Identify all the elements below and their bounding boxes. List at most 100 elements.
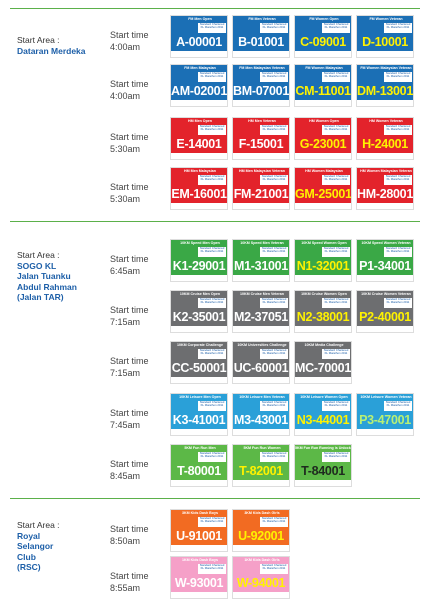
start-time: Start time 6:45am	[110, 253, 149, 277]
bib-sponsor: Standard Chartered KL Marathon 2011	[260, 298, 288, 308]
start-time: Start time 8:50am	[110, 523, 149, 547]
bib-sponsor: Standard Chartered KL Marathon 2011	[198, 349, 226, 359]
bib-number: P3-47001	[359, 413, 411, 427]
bib-sponsor: Standard Chartered KL Marathon 2011	[260, 564, 288, 574]
bib-category: HM Men Malaysian Veteran	[233, 168, 289, 174]
race-bib: FM Men Open Standard Chartered KL Maratho…	[170, 15, 228, 58]
bib-sponsor: Standard Chartered KL Marathon 2011	[260, 452, 288, 462]
bib-number: M2-37051	[234, 310, 288, 324]
start-time-label: Start time	[110, 182, 149, 192]
race-bib: 3KM Kids Dash Girls Standard Chartered KL…	[232, 509, 290, 552]
bib-category: 1KM Kids Dash Girls	[233, 557, 289, 563]
start-time-value: 4:00am	[110, 91, 141, 101]
bib-sponsor: Standard Chartered KL Marathon 2011	[198, 452, 226, 462]
bib-footer	[357, 153, 413, 159]
start-time-label: Start time	[110, 408, 149, 418]
bib-number: EM-16001	[171, 187, 227, 201]
bib-category: 10KM Cruise Men Open	[171, 291, 227, 297]
start-time-value: 5:30am	[110, 194, 141, 204]
bib-sponsor: Standard Chartered KL Marathon 2011	[384, 23, 412, 33]
race-bib: HM Women Malaysian Veteran Standard Chart…	[356, 167, 414, 210]
area-line: Abdul Rahman	[17, 281, 77, 292]
race-bib: 10KM Universities Challenge Standard Char…	[232, 341, 290, 384]
bib-number: K3-41001	[172, 413, 226, 427]
bib-category: 10KM Leisure Men Veteran	[233, 394, 289, 400]
start-time-value: 8:50am	[110, 536, 141, 546]
start-area-label: Start Area : SOGO KL Jalan Tuanku Abdul Rah…	[17, 250, 77, 303]
bib-number: E-14001	[176, 137, 222, 151]
start-time: Start time 7:15am	[110, 355, 149, 379]
start-time: Start time 4:00am	[110, 78, 149, 102]
area-line: Start Area :	[17, 35, 60, 45]
race-bib: 10KM Leisure Women Open Standard Chartere…	[294, 393, 352, 436]
bib-number: M3-43001	[234, 413, 288, 427]
start-time-value: 7:45am	[110, 420, 141, 430]
bib-footer	[171, 480, 227, 486]
bib-number: UC-60001	[233, 361, 289, 375]
bib-sponsor: Standard Chartered KL Marathon 2011	[198, 72, 226, 82]
bib-category: HM Men Open	[171, 118, 227, 124]
bib-number: B-01001	[238, 35, 284, 49]
bib-footer	[233, 429, 289, 435]
start-time-label: Start time	[110, 459, 149, 469]
bib-footer	[233, 51, 289, 57]
bib-sponsor: Standard Chartered KL Marathon 2011	[260, 72, 288, 82]
bib-number: CC-50001	[171, 361, 227, 375]
area-line: (RSC)	[17, 562, 41, 572]
bib-number: AM-02001	[171, 84, 227, 98]
area-line: SOGO KL	[17, 260, 57, 271]
bib-category: HM Women Open	[295, 118, 351, 124]
area-line: Royal	[17, 530, 41, 541]
area-line: Selangor	[17, 541, 54, 551]
bib-sponsor: Standard Chartered KL Marathon 2011	[198, 564, 226, 574]
bib-number: U-91001	[176, 529, 222, 543]
bib-sponsor: Standard Chartered KL Marathon 2011	[198, 401, 226, 411]
bib-sponsor: Standard Chartered KL Marathon 2011	[384, 298, 412, 308]
race-bib: 10KM Corporate Challenge Standard Charter…	[170, 341, 228, 384]
bib-number: T-84001	[301, 464, 345, 478]
race-bib: FM Women Veteran Standard Chartered KL Ma…	[356, 15, 414, 58]
start-time: Start time 8:55am	[110, 570, 149, 594]
bib-category: FM Women Open	[295, 16, 351, 22]
bib-footer	[171, 153, 227, 159]
bib-footer	[171, 51, 227, 57]
start-time-value: 8:55am	[110, 583, 141, 593]
bib-category: 10KM Speed Men Open	[171, 240, 227, 246]
start-time-value: 7:15am	[110, 368, 141, 378]
bib-number: T-80001	[177, 464, 221, 478]
race-bib: 5KM Fun Run Running is Unlocking Standard…	[294, 444, 352, 487]
bib-footer	[233, 326, 289, 332]
bib-footer	[295, 377, 351, 383]
bib-number: D-10001	[362, 35, 408, 49]
bib-category: 10KM Speed Women Veteran	[357, 240, 413, 246]
race-bib: 10KM Speed Women Open Standard Chartered …	[294, 239, 352, 282]
start-area-label: Start Area : Royal Selangor Club (RSC)	[17, 520, 60, 573]
bib-number: T-82001	[239, 464, 283, 478]
divider	[10, 221, 420, 222]
start-time-label: Start time	[110, 305, 149, 315]
race-bib: 10KM Leisure Men Open Standard Chartered …	[170, 393, 228, 436]
race-bib: HM Men Open Standard Chartered KL Maratho…	[170, 117, 228, 160]
bib-category: 10KM Leisure Women Veteran	[357, 394, 413, 400]
bib-category: 10KM Cruise Men Veteran	[233, 291, 289, 297]
bib-number: GM-25001	[295, 187, 352, 201]
bib-number: G-23001	[299, 137, 347, 151]
bib-number: MC-70001	[295, 361, 351, 375]
bib-footer	[171, 275, 227, 281]
bib-sponsor: Standard Chartered KL Marathon 2011	[322, 298, 350, 308]
bib-sponsor: Standard Chartered KL Marathon 2011	[384, 125, 412, 135]
bib-category: 10KM Cruise Women Open	[295, 291, 351, 297]
bib-footer	[171, 203, 227, 209]
bib-sponsor: Standard Chartered KL Marathon 2011	[198, 175, 226, 185]
bib-sponsor: Standard Chartered KL Marathon 2011	[384, 401, 412, 411]
bib-category: 10KM Universities Challenge	[233, 342, 289, 348]
bib-sponsor: Standard Chartered KL Marathon 2011	[322, 452, 350, 462]
bib-number: N3-44001	[296, 413, 350, 427]
bib-footer	[233, 592, 289, 598]
bib-number: CM-11001	[295, 84, 351, 98]
bib-number: W-94001	[236, 576, 286, 590]
bib-footer	[171, 545, 227, 551]
start-time-label: Start time	[110, 254, 149, 264]
bib-number: P1-34001	[359, 259, 411, 273]
bib-category: HM Women Malaysian Veteran	[357, 168, 413, 174]
